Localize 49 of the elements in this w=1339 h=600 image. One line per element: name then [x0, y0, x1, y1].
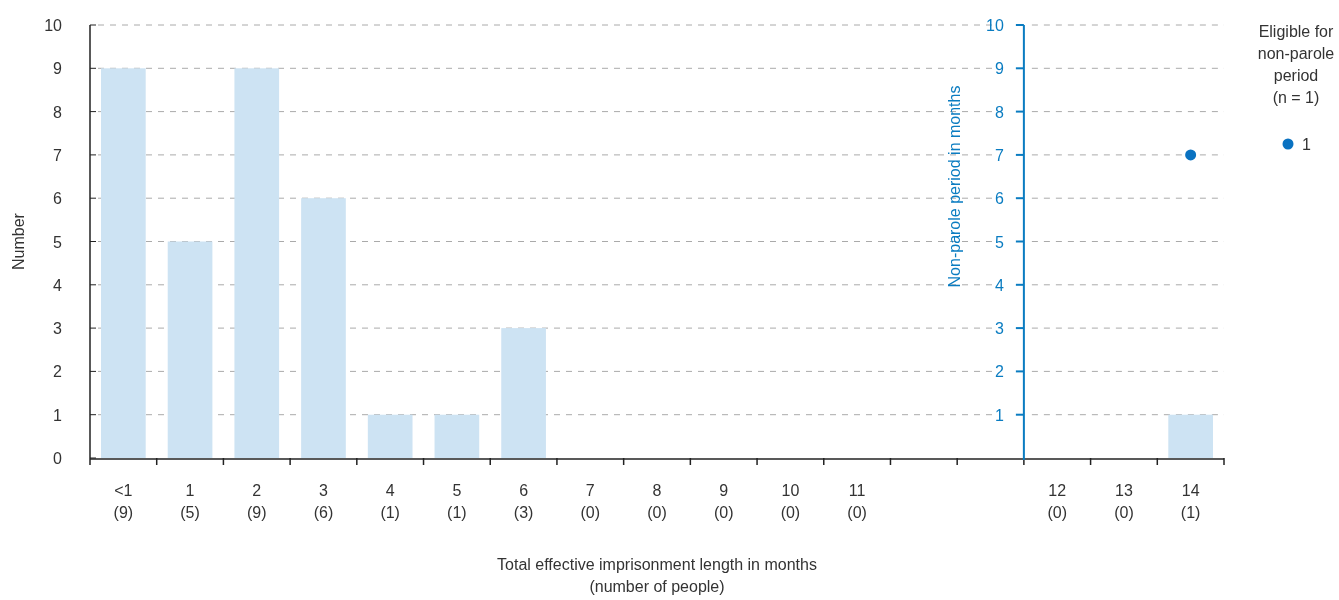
y2-tick-label: 1: [994, 406, 1004, 424]
x-tick-label: 5 (1): [447, 482, 467, 521]
y-tick-label: 6: [53, 190, 63, 208]
legend-title: Eligible for non-parole period (n = 1): [1257, 23, 1335, 106]
x-tick-label: 1 (5): [180, 482, 200, 521]
y2-tick-label: 8: [994, 103, 1004, 121]
x-tick-label: 7 (0): [580, 482, 601, 521]
y2-tick-label: 6: [994, 190, 1004, 208]
x-tick-label: 12 (0): [1047, 482, 1068, 521]
x-tick-label: <1 (9): [113, 482, 134, 521]
bar: [501, 328, 546, 458]
y2-tick-label: 4: [994, 276, 1004, 294]
x-tick-label: 6 (3): [513, 482, 534, 521]
bar: [101, 68, 146, 458]
y2-tick-label: 2: [994, 363, 1004, 381]
x-tick-label: 13 (0): [1114, 482, 1134, 521]
bar: [434, 414, 480, 458]
y-tick-label: 3: [53, 320, 63, 338]
y-tick-label: 2: [53, 363, 63, 381]
x-tick-label: 2 (9): [246, 482, 267, 521]
bar: [301, 198, 346, 458]
x-tick-label: 9 (0): [713, 482, 734, 521]
y-tick-label: 4: [53, 276, 63, 294]
y2-tick-label: 10: [986, 17, 1004, 34]
y-tick-label: 0: [53, 450, 63, 467]
x-tick-label: 11 (0): [847, 482, 867, 521]
bar: [367, 414, 413, 458]
y-tick-label: 7: [53, 146, 63, 164]
x-tick-label: 14 (1): [1180, 482, 1201, 521]
x-tick-label: 8 (0): [647, 482, 667, 521]
x-axis-title: Total effective imprisonment length in months (number of people): [497, 556, 817, 595]
legend-label: 1: [1302, 136, 1311, 153]
y2-tick-label: 7: [994, 146, 1004, 164]
y-tick-label: 1: [53, 406, 63, 424]
bar: [167, 241, 213, 458]
y2-axis-title: Non-parole period in months: [945, 85, 963, 288]
y-tick-label: 8: [53, 103, 63, 121]
y2-tick-label: 9: [994, 60, 1004, 78]
y2-tick-label: 3: [994, 320, 1004, 338]
x-tick-label: 10 (0): [780, 482, 801, 521]
y2-tick-label: 5: [994, 233, 1004, 251]
x-tick-label: 3 (6): [313, 482, 334, 521]
y-tick-label: 9: [53, 60, 63, 78]
bar: [234, 68, 280, 458]
y-tick-label: 5: [53, 233, 63, 251]
y-axis-title: Number: [10, 212, 27, 270]
x-tick-label: 4 (1): [380, 482, 400, 521]
y-tick-label: 10: [44, 17, 63, 34]
bar: [1168, 414, 1213, 458]
